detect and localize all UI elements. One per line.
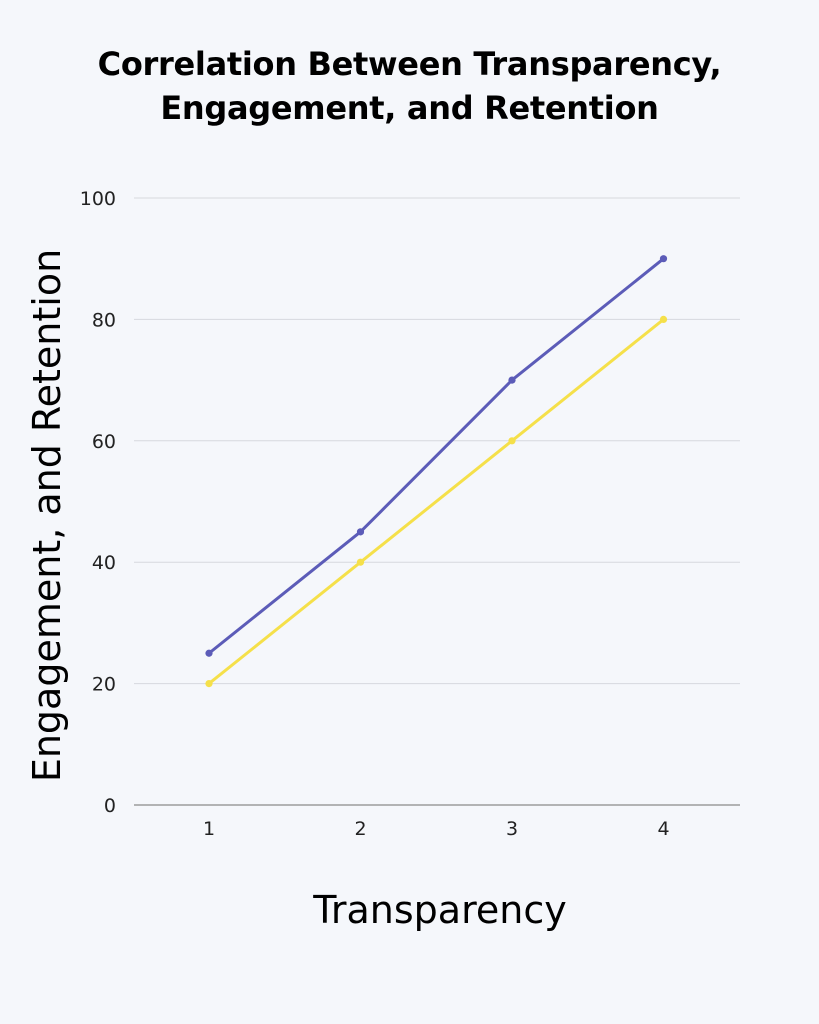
y-tick-label: 0 <box>104 795 116 817</box>
chart-title: Correlation Between Transparency, Engage… <box>0 42 819 130</box>
series-lines <box>205 255 668 688</box>
y-tick-label: 80 <box>92 309 116 331</box>
x-tick-label: 1 <box>203 818 215 840</box>
series-1-point <box>659 255 668 263</box>
series-2-point <box>356 558 365 566</box>
y-axis-ticks: 0 20 40 60 80 100 <box>80 188 116 817</box>
series-1-line <box>207 257 665 655</box>
series-2-point <box>508 437 516 445</box>
chart-title-line-1: Correlation Between Transparency, <box>97 45 722 83</box>
x-tick-label: 2 <box>354 818 366 840</box>
series-2-point <box>659 315 668 323</box>
series-1-point <box>205 649 213 657</box>
x-axis-title: Transparency <box>312 888 566 932</box>
series-2-line <box>207 317 665 686</box>
y-tick-label: 100 <box>80 188 116 210</box>
series-1-point <box>508 376 516 384</box>
x-tick-label: 3 <box>506 818 518 840</box>
y-axis-title: Engagement, and Retention <box>25 249 69 782</box>
series-2-point <box>205 680 213 688</box>
x-axis-ticks: 1 2 3 4 <box>203 818 670 840</box>
y-tick-label: 20 <box>92 674 116 696</box>
x-tick-label: 4 <box>657 818 669 840</box>
chart-title-line-2: Engagement, and Retention <box>160 89 659 127</box>
y-tick-label: 60 <box>92 431 116 453</box>
y-tick-label: 40 <box>92 552 116 574</box>
series-1-point <box>356 528 365 536</box>
gridlines <box>134 197 740 806</box>
